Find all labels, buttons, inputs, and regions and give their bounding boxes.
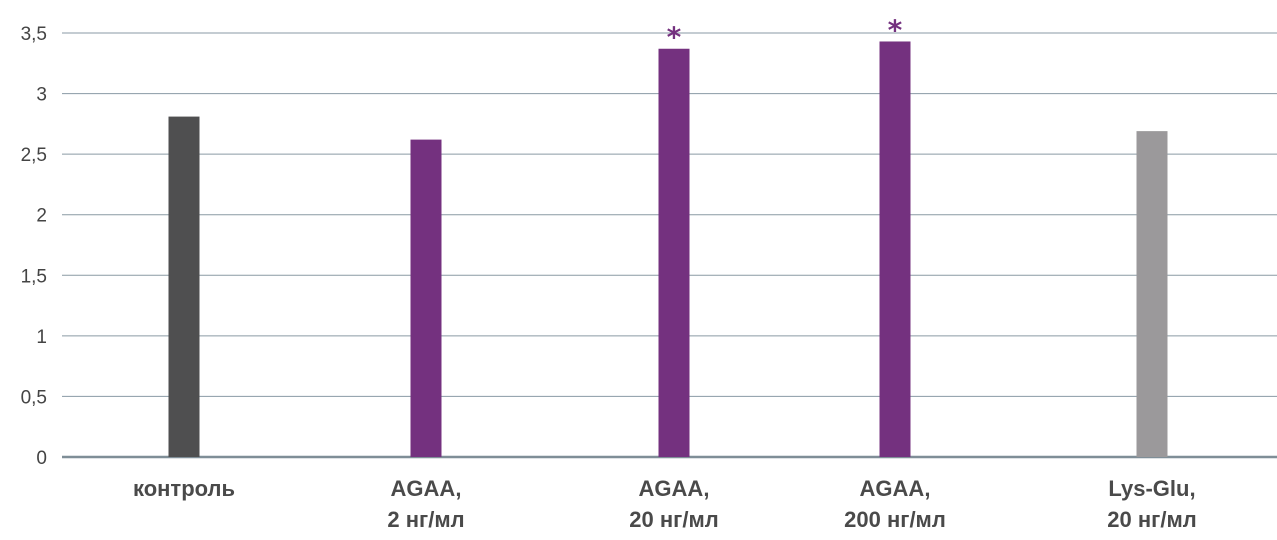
y-tick-label: 2 (36, 206, 47, 227)
x-category-label: 200 нг/мл (844, 507, 946, 532)
x-category-label: AGAA, (860, 476, 931, 501)
significance-marker: * (888, 13, 903, 46)
x-category-label: AGAA, (639, 476, 710, 501)
y-tick-label: 1,5 (21, 266, 47, 287)
x-category-label: AGAA, (391, 476, 462, 501)
y-tick-label: 1 (36, 327, 47, 348)
y-tick-label: 3,5 (21, 24, 47, 45)
x-category-label: контроль (133, 476, 235, 501)
x-category-label: 20 нг/мл (629, 507, 718, 532)
bar (879, 41, 911, 457)
y-tick-label: 0,5 (21, 387, 47, 408)
bar (410, 139, 442, 457)
x-category-label: 20 нг/мл (1107, 507, 1196, 532)
bar (658, 48, 690, 458)
y-tick-label: 3 (36, 85, 47, 106)
y-tick-label: 2,5 (21, 145, 47, 166)
x-category-label: 2 нг/мл (387, 507, 464, 532)
x-category-label: Lys-Glu, (1108, 476, 1195, 501)
bar (1136, 131, 1168, 457)
bar (168, 116, 200, 458)
y-tick-label: 0 (36, 448, 47, 469)
significance-marker: * (667, 21, 682, 54)
